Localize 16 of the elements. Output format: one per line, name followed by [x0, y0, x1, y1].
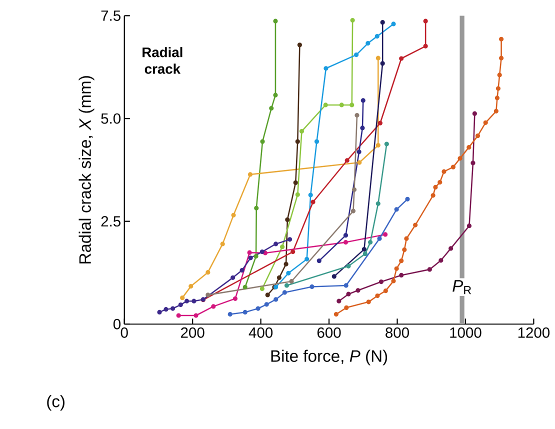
x-tick-label: 800: [386, 328, 409, 338]
text: (c): [47, 395, 64, 411]
y-tick-label: 5.0: [101, 113, 121, 124]
x-tick-label: 1000: [450, 328, 482, 338]
x-tick-label: 1200: [518, 328, 550, 338]
x-tick-label: 600: [317, 328, 341, 338]
y-tick-label: 2.5: [101, 216, 120, 227]
annotation: Radial crack: [142, 47, 182, 74]
x-tick-label: 0: [120, 328, 128, 338]
ref-line-label: P$_{R}$: [452, 280, 472, 294]
y-tick-label: 7.5: [101, 10, 120, 21]
y-tick-label: 0: [113, 319, 121, 330]
y-axis-title: Radial crack size, X (mm): [78, 76, 94, 264]
x-tick-label: 400: [248, 328, 273, 338]
x-axis-title: Bite force, P (N): [271, 350, 388, 366]
x-tick-label: 200: [181, 328, 204, 338]
